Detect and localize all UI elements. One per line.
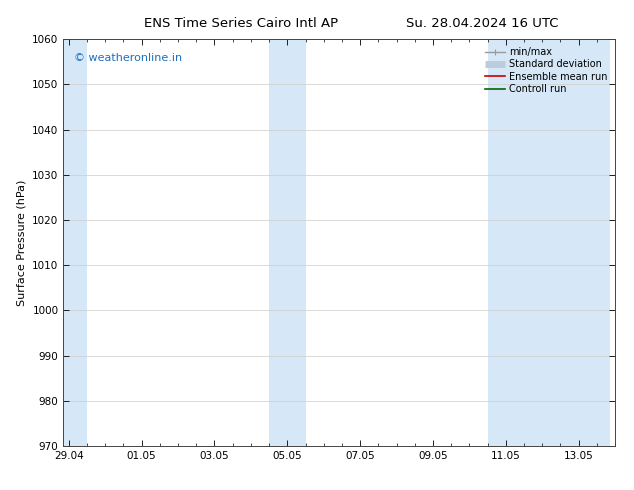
Bar [287, 39, 306, 446]
Bar [269, 39, 287, 446]
Y-axis label: Surface Pressure (hPa): Surface Pressure (hPa) [16, 179, 27, 306]
Bar [63, 39, 87, 446]
Bar [524, 39, 609, 446]
Legend: min/max, Standard deviation, Ensemble mean run, Controll run: min/max, Standard deviation, Ensemble me… [482, 44, 610, 97]
Text: Su. 28.04.2024 16 UTC: Su. 28.04.2024 16 UTC [406, 17, 558, 30]
Text: © weatheronline.in: © weatheronline.in [74, 53, 183, 63]
Text: ENS Time Series Cairo Intl AP: ENS Time Series Cairo Intl AP [144, 17, 338, 30]
Bar [488, 39, 524, 446]
